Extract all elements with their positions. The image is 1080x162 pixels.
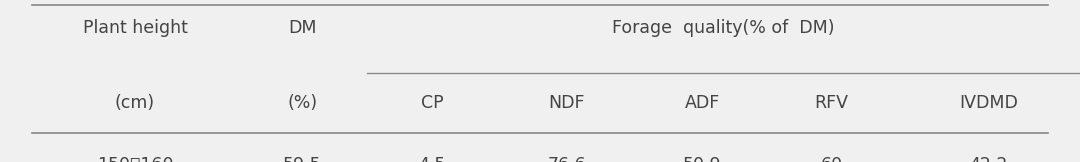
Text: 59.5: 59.5 bbox=[283, 156, 322, 162]
Text: DM: DM bbox=[288, 18, 316, 37]
Text: IVDMD: IVDMD bbox=[959, 94, 1017, 112]
Text: CP: CP bbox=[421, 94, 443, 112]
Text: NDF: NDF bbox=[549, 94, 585, 112]
Text: (%): (%) bbox=[287, 94, 318, 112]
Text: ADF: ADF bbox=[685, 94, 719, 112]
Text: RFV: RFV bbox=[814, 94, 849, 112]
Text: Plant height: Plant height bbox=[82, 18, 188, 37]
Text: 50.9: 50.9 bbox=[683, 156, 721, 162]
Text: 150～160: 150～160 bbox=[97, 156, 173, 162]
Text: (cm): (cm) bbox=[114, 94, 156, 112]
Text: 42.2: 42.2 bbox=[969, 156, 1008, 162]
Text: Forage  quality(% of  DM): Forage quality(% of DM) bbox=[612, 18, 835, 37]
Text: 4.5: 4.5 bbox=[418, 156, 446, 162]
Text: 60: 60 bbox=[821, 156, 842, 162]
Text: 76.6: 76.6 bbox=[548, 156, 586, 162]
